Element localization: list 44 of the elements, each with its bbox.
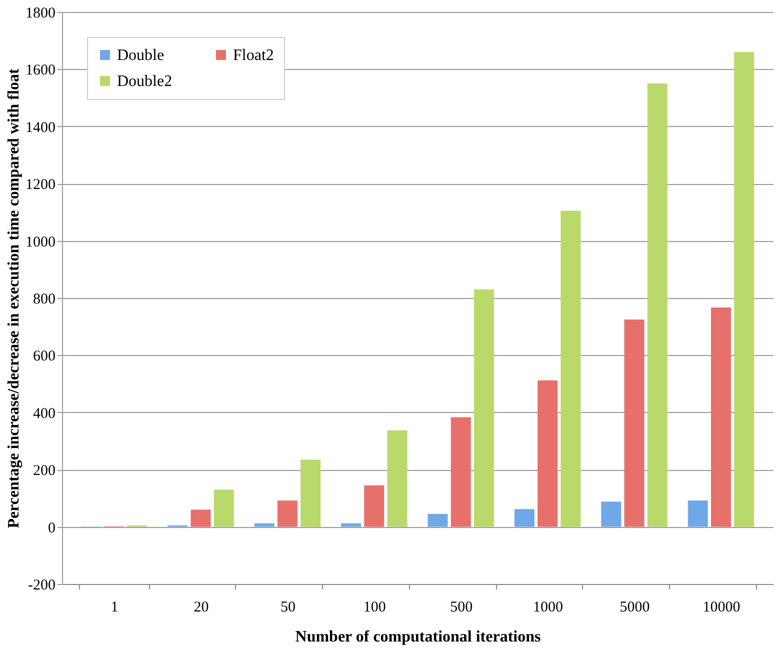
x-tick-label: 50 (280, 600, 296, 616)
x-tick-label: 10000 (702, 600, 740, 616)
x-tick-label: 20 (194, 600, 209, 616)
y-tick-label: 1200 (26, 177, 56, 194)
bar (601, 502, 622, 527)
y-tick-label: 800 (33, 292, 56, 308)
bar (514, 509, 534, 527)
x-tick-label: 1 (110, 600, 118, 616)
x-axis-title: Number of computational iterations (295, 628, 541, 646)
bar (624, 319, 644, 527)
bar (300, 460, 321, 527)
y-tick-label: 1600 (26, 62, 56, 79)
legend-label: Double2 (117, 73, 172, 90)
bar (688, 500, 708, 527)
bar (428, 514, 448, 527)
bar (387, 430, 408, 527)
bar (710, 307, 731, 527)
x-tick-label: 100 (363, 600, 386, 616)
bar (190, 510, 211, 527)
bar (560, 210, 581, 527)
bar (538, 380, 558, 527)
legend-label: Float2 (233, 47, 274, 64)
y-tick-label: 600 (33, 348, 56, 365)
bar (364, 485, 384, 527)
bar (647, 84, 668, 527)
y-tick-label: 200 (33, 463, 56, 480)
bar (254, 523, 274, 527)
bar (474, 289, 494, 527)
legend-label: Double (117, 47, 164, 64)
y-tick-label: -200 (28, 578, 56, 594)
x-tick-label: 500 (450, 600, 473, 616)
y-axis-title: Percentage increase/decrease in execution time compared with float (6, 68, 22, 528)
y-tick-label: 1800 (26, 6, 56, 22)
bar (214, 490, 234, 527)
bar (341, 523, 362, 527)
y-tick-label: 400 (33, 406, 56, 422)
y-tick-label: 1400 (26, 120, 56, 136)
bar (450, 417, 471, 527)
y-tick-label: 0 (48, 520, 56, 536)
x-tick-label: 1000 (533, 600, 564, 616)
bar (734, 52, 754, 527)
y-tick-label: 1000 (26, 234, 56, 250)
x-tick-label: 5000 (620, 600, 650, 616)
bar (277, 500, 298, 527)
